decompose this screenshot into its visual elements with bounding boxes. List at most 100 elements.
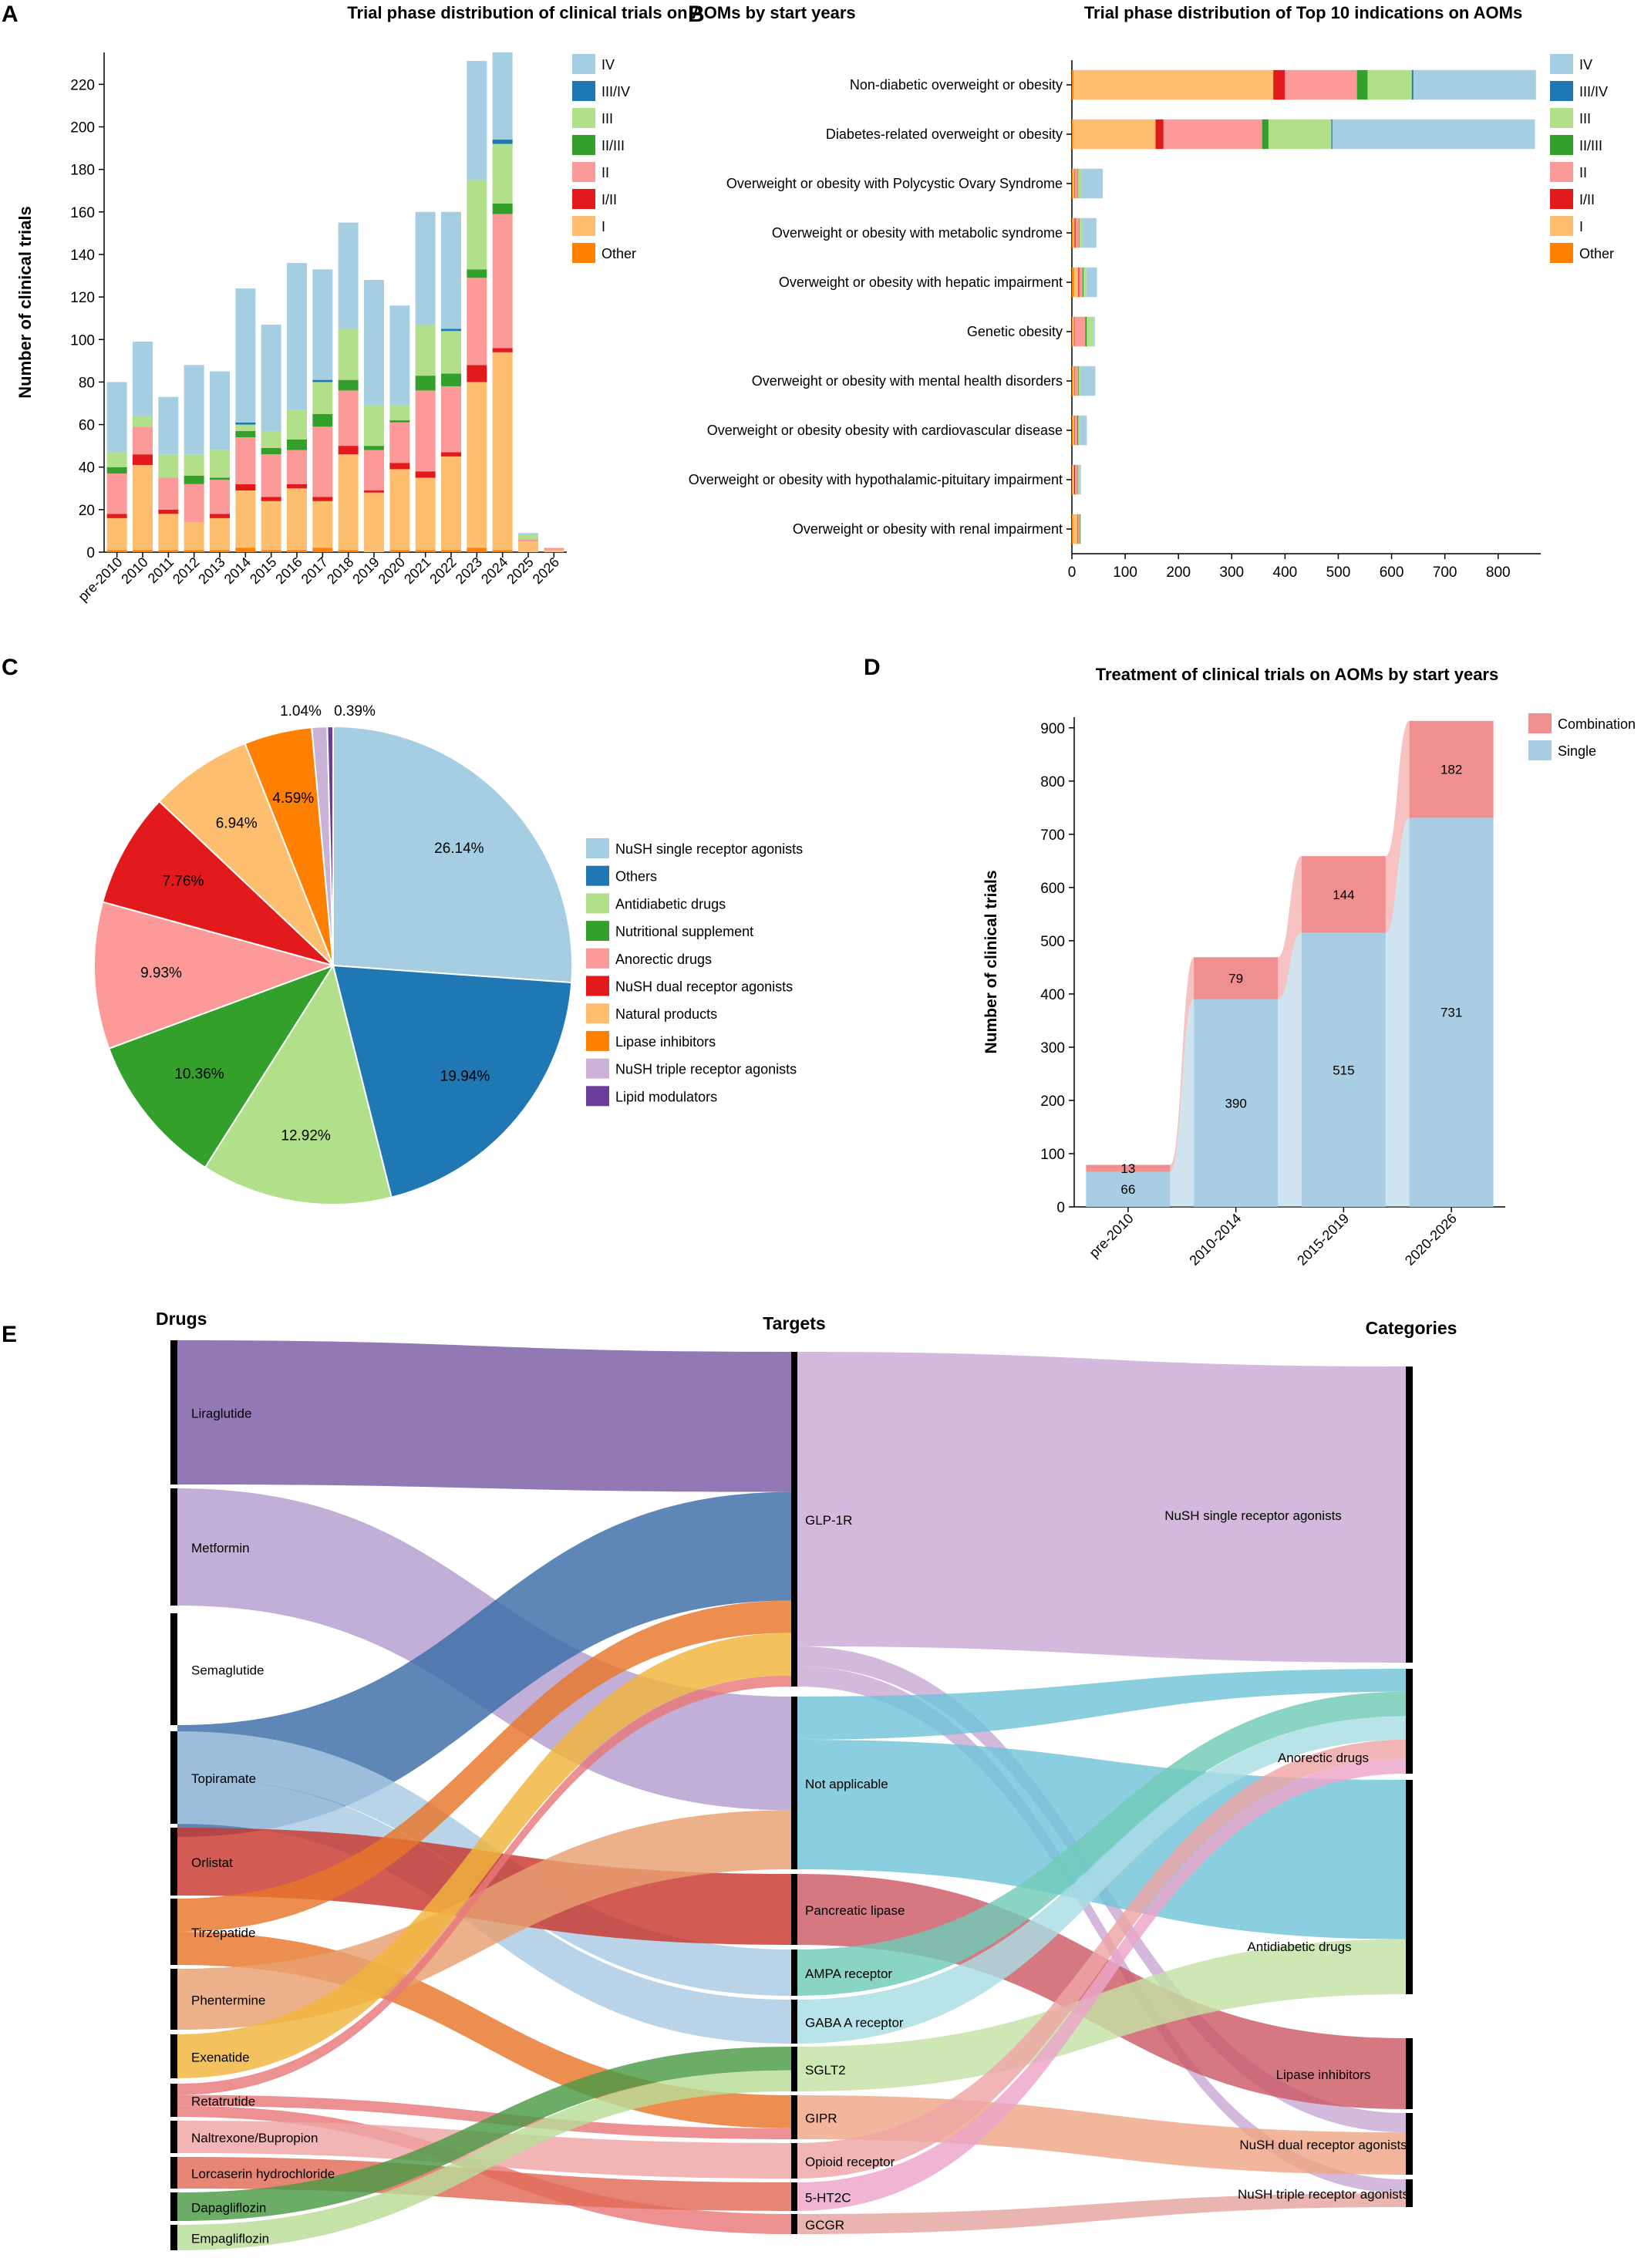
chart-d-single-flow	[1278, 932, 1302, 1207]
chart-c-legend-label: NuSH triple receptor agonists	[615, 1062, 797, 1077]
sankey-category-label: Lipase inhibitors	[1276, 2067, 1371, 2082]
chart-a-xtick-label: 2017	[298, 554, 331, 587]
chart-a-bar-segment	[106, 514, 127, 518]
chart-b-legend-label: III	[1579, 111, 1591, 126]
chart-b-bar-segment	[1074, 217, 1076, 248]
chart-a-bar-segment	[441, 331, 461, 374]
chart-a-xtick-label: 2021	[401, 554, 433, 587]
chart-c-slice-label: 7.76%	[163, 873, 204, 889]
sankey-drug-node	[170, 1731, 177, 1824]
sankey-target-label: SGLT2	[805, 2063, 846, 2078]
chart-b-legend-label: II	[1579, 165, 1587, 180]
chart-b-bar-segment	[1075, 464, 1078, 495]
chart-d-ytick-label: 200	[1040, 1094, 1065, 1110]
chart-a-bar-segment	[133, 454, 153, 465]
chart-b-bar-segment	[1073, 366, 1075, 396]
chart-d-legend-swatch	[1528, 740, 1552, 760]
sankey-drug-target-link	[177, 2047, 791, 2221]
chart-a-bar-segment	[389, 550, 410, 552]
chart-d-bar-single	[1301, 932, 1386, 1207]
sankey-category-label: NuSH dual receptor agonists	[1239, 2138, 1407, 2152]
chart-d-ytick-label: 400	[1040, 987, 1065, 1003]
chart-c-slice-label: 4.59%	[272, 790, 314, 807]
sankey-category-node	[1406, 2179, 1413, 2207]
chart-b-bar-segment	[1285, 69, 1357, 100]
chart-a-ytick-label: 0	[86, 545, 95, 561]
chart-a-bar-segment	[467, 61, 487, 180]
sankey-target-node	[791, 1697, 797, 1869]
sankey-target-label: GABA A receptor	[805, 2016, 904, 2030]
chart-a-legend-label: II	[601, 165, 609, 180]
chart-d-bar-combination	[1409, 720, 1494, 818]
chart-a-bar-segment	[287, 484, 307, 489]
chart-a-bar-segment	[158, 514, 179, 551]
chart-a-xtick-label: 2010	[118, 554, 150, 587]
chart-a-bar-segment	[106, 473, 127, 514]
chart-b-bar-segment	[1080, 366, 1096, 396]
chart-a-ytick-label: 40	[79, 460, 95, 477]
chart-b-bar-segment	[1080, 514, 1081, 544]
chart-a-bar-segment	[467, 278, 487, 366]
chart-a-legend-swatch	[572, 216, 595, 236]
chart-a-bar-segment	[158, 396, 179, 455]
chart-b-bar-segment	[1075, 415, 1077, 446]
sankey-drug-label: Exenatide	[191, 2051, 250, 2065]
sankey-target-node	[791, 2095, 797, 2139]
chart-c-slice-label: 19.94%	[440, 1068, 490, 1084]
sankey-drug-target-link	[177, 1340, 791, 1492]
chart-d-ytick-label: 0	[1056, 1200, 1065, 1216]
chart-d-combination-value: 79	[1228, 972, 1243, 986]
chart-b-legend-swatch	[1550, 81, 1573, 101]
sankey-target-category-link	[797, 1666, 1406, 2194]
sankey-drug-target-link	[177, 1600, 791, 1932]
sankey-drug-label: Liraglutide	[191, 1407, 251, 1421]
chart-d-single-value: 515	[1333, 1063, 1354, 1077]
chart-b-bar-segment	[1356, 69, 1368, 100]
chart-a-bar-segment	[261, 500, 281, 551]
chart-b-legend-label: Other	[1579, 246, 1614, 261]
chart-a-xtick-label: 2011	[145, 554, 177, 587]
chart-a-ytick-label: 80	[79, 375, 95, 391]
chart-a-bar-segment	[210, 371, 230, 450]
chart-b-legend-swatch	[1550, 135, 1573, 155]
chart-b-ytick-label: Overweight or obesity with hepatic impai…	[779, 275, 1063, 290]
chart-c-legend-swatch	[586, 838, 609, 858]
chart-a-legend-swatch	[572, 135, 595, 155]
chart-a-ytick-label: 140	[70, 248, 95, 264]
chart-d-single-flow	[1170, 999, 1195, 1207]
sankey-drug-label: Retatrutide	[191, 2094, 255, 2109]
panel-a-stacked-bar-chart: Trial phase distribution of clinical tri…	[15, 3, 856, 605]
chart-c-legend-swatch	[586, 893, 609, 914]
chart-a-bar-segment	[415, 390, 436, 472]
chart-a-bar-segment	[544, 550, 564, 552]
chart-a-bar-segment	[287, 450, 307, 484]
chart-d-single-flow	[1385, 817, 1410, 1207]
chart-a-bar-segment	[158, 550, 179, 552]
chart-d-legend-label: Single	[1558, 743, 1596, 759]
sankey-target-label: GLP-1R	[805, 1513, 852, 1528]
chart-c-legend-swatch	[586, 976, 609, 996]
chart-a-bar-segment	[338, 379, 359, 391]
chart-a-bar-segment	[492, 352, 513, 551]
chart-a-bar-segment	[133, 416, 153, 427]
chart-d-ytick-label: 700	[1040, 827, 1065, 844]
chart-a-legend-label: I	[601, 219, 605, 234]
chart-d-combination-value: 144	[1333, 888, 1354, 902]
chart-d-ytick-label: 900	[1040, 721, 1065, 737]
sankey-target-node	[791, 2143, 797, 2179]
chart-c-slice-label: 12.92%	[281, 1127, 331, 1144]
sankey-column-title-categories: Categories	[1366, 1318, 1457, 1338]
chart-a-bar-segment	[312, 269, 333, 380]
chart-c-legend-label: NuSH dual receptor agonists	[615, 979, 793, 995]
chart-b-bar-segment	[1079, 464, 1081, 495]
chart-a-bar-segment	[287, 439, 307, 450]
chart-a-legend-swatch	[572, 54, 595, 74]
sankey-drug-label: Orlistat	[191, 1855, 233, 1870]
chart-a-bar-segment	[184, 475, 204, 484]
chart-a-bar-segment	[210, 450, 230, 478]
chart-b-bar-segment	[1075, 217, 1079, 248]
chart-a-bar-segment	[518, 539, 538, 542]
chart-a-bar-segment	[415, 324, 436, 376]
chart-b-xtick-label: 200	[1166, 564, 1191, 581]
